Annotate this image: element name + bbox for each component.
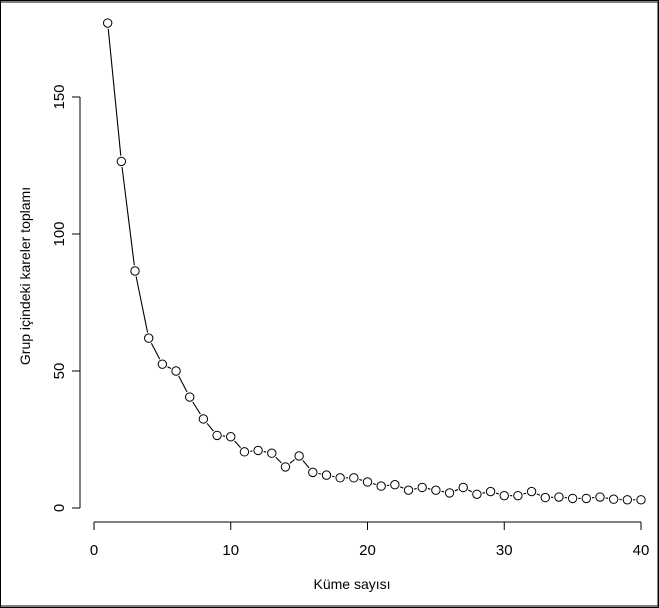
x-tick-label: 20	[359, 542, 376, 559]
line-segment	[263, 451, 267, 453]
line-segment	[150, 342, 161, 360]
data-point	[444, 488, 455, 498]
data-point	[636, 495, 646, 505]
data-point	[403, 485, 414, 495]
line-segment	[372, 483, 376, 485]
y-tick-label: 100	[51, 221, 68, 246]
data-point	[472, 489, 482, 499]
data-point	[335, 473, 345, 483]
data-point	[212, 430, 222, 441]
line-segment	[414, 488, 417, 490]
data-point	[280, 462, 291, 472]
data-point	[390, 480, 400, 490]
line-segment	[289, 459, 296, 464]
x-tick-label: 0	[90, 542, 98, 559]
line-segment	[275, 456, 282, 464]
data-point	[239, 447, 250, 457]
data-point	[417, 482, 427, 493]
x-axis-title: Küme sayısı	[313, 576, 390, 592]
data-point	[458, 482, 468, 493]
data-point	[198, 414, 209, 424]
data-point	[185, 392, 195, 402]
line-segment	[454, 489, 459, 492]
data-point	[567, 493, 578, 504]
x-tick-label: 30	[496, 542, 513, 559]
line-segment	[523, 492, 527, 495]
data-point	[116, 156, 127, 167]
data-point	[431, 485, 441, 495]
line-segment	[234, 440, 242, 448]
line-segment	[318, 472, 321, 475]
data-point	[526, 486, 537, 497]
data-point	[130, 266, 140, 276]
line-segment	[482, 492, 486, 494]
y-axis: 0 50 100 150	[51, 84, 81, 512]
data-point	[362, 477, 373, 487]
line-segment	[399, 486, 404, 489]
data-point	[608, 494, 619, 504]
series-line	[107, 28, 636, 501]
y-tick-label: 0	[51, 504, 68, 512]
data-point	[267, 448, 277, 458]
line-segment	[107, 28, 122, 156]
data-point	[253, 445, 263, 456]
y-tick-label: 50	[51, 363, 68, 380]
line-segment	[427, 488, 431, 490]
line-segment	[331, 475, 335, 478]
line-segment	[441, 490, 445, 493]
y-tick-label: 150	[51, 84, 68, 109]
data-point	[308, 467, 318, 478]
data-point	[581, 493, 591, 504]
data-point	[321, 470, 332, 480]
line-segment	[359, 478, 363, 481]
x-tick-label: 40	[633, 542, 650, 559]
data-point	[349, 473, 359, 483]
line-segment	[121, 166, 135, 266]
data-point	[540, 492, 550, 503]
data-point	[499, 490, 509, 501]
line-segment	[302, 459, 310, 469]
data-point	[144, 333, 154, 343]
line-segment	[135, 276, 149, 333]
x-axis: 0 10 20 30 40	[90, 521, 650, 559]
data-point	[595, 492, 605, 502]
line-segment	[178, 375, 188, 393]
data-point	[554, 492, 564, 502]
data-point	[226, 432, 236, 442]
line-segment	[468, 489, 473, 493]
x-tick-label: 10	[222, 542, 239, 559]
data-point	[513, 490, 523, 501]
line-segment	[536, 493, 541, 496]
data-point	[102, 18, 113, 28]
data-point	[622, 495, 633, 505]
line-segment	[495, 492, 499, 495]
line-segment	[192, 401, 201, 415]
data-point	[157, 359, 168, 369]
y-axis-title: Grup içindeki kareler toplamı	[17, 187, 33, 365]
series-points	[102, 18, 646, 505]
line-segment	[206, 422, 214, 432]
line-segment	[167, 366, 172, 369]
data-point	[485, 486, 496, 497]
data-point	[376, 481, 386, 491]
data-point	[294, 451, 304, 461]
data-point	[171, 366, 181, 376]
